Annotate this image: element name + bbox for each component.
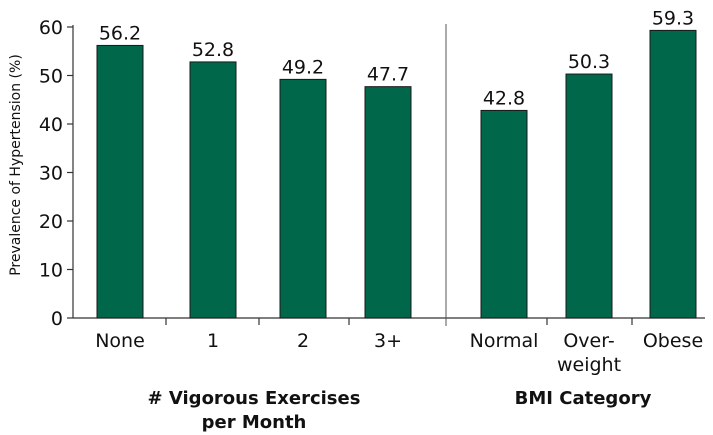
data-label: 56.2 <box>99 22 141 44</box>
data-label: 42.8 <box>483 87 525 109</box>
y-tick-label: 40 <box>39 114 63 136</box>
group-title: per Month <box>202 412 307 433</box>
y-tick-label: 20 <box>39 211 63 233</box>
y-axis-title: Prevalence of Hypertension (%) <box>8 54 24 276</box>
y-tick-label: 10 <box>39 260 63 282</box>
group-title: BMI Category <box>515 388 652 409</box>
bar <box>97 45 143 318</box>
y-tick-label: 60 <box>39 17 63 39</box>
bar <box>566 74 612 318</box>
bar <box>481 110 527 318</box>
x-tick-label: Normal <box>470 330 539 352</box>
data-label: 52.8 <box>192 39 234 61</box>
x-tick-label: 2 <box>297 330 309 352</box>
data-label: 59.3 <box>652 7 694 29</box>
x-tick-label: None <box>95 330 145 352</box>
x-tick-label: Over- <box>563 330 614 352</box>
bar <box>280 79 326 318</box>
y-tick-label: 50 <box>39 66 63 88</box>
x-tick-label: 1 <box>207 330 219 352</box>
group-title: # Vigorous Exercises <box>148 388 361 409</box>
data-label: 49.2 <box>282 56 324 78</box>
bar <box>190 62 236 318</box>
bar <box>365 87 411 318</box>
bar <box>650 30 696 318</box>
data-label: 47.7 <box>367 64 409 86</box>
x-tick-label: weight <box>557 354 621 376</box>
x-tick-label: 3+ <box>374 330 402 352</box>
x-tick-label: Obese <box>643 330 703 352</box>
data-label: 50.3 <box>568 51 610 73</box>
y-tick-label: 0 <box>51 308 63 330</box>
y-tick-label: 30 <box>39 163 63 185</box>
